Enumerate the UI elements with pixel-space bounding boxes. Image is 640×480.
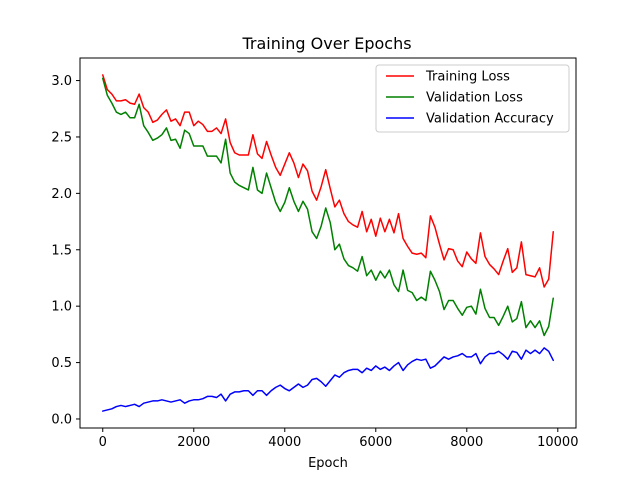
series-line-validation-accuracy [102,347,554,412]
series-layer [102,74,554,412]
y-tick-label: 2.0 [51,187,72,202]
legend-label-validation-loss: Validation Loss [426,91,523,106]
x-tick-label: 0 [99,435,107,450]
chart-title: Training Over Epochs [241,34,411,53]
x-tick-label: 2000 [177,435,210,450]
plot-area-frame [79,57,577,429]
x-tick-label: 4000 [268,435,301,450]
y-tick-label: 1.0 [51,300,72,315]
legend-label-training-loss: Training Loss [425,70,510,85]
x-tick-label: 8000 [450,435,483,450]
legend-label-validation-accuracy: Validation Accuracy [426,112,554,127]
series-line-validation-loss [102,77,554,337]
y-axis-ticks: 0.0 0.5 1.0 1.5 2.0 2.5 3.0 [51,74,80,427]
y-tick-label: 3.0 [51,74,72,89]
y-tick-label: 0.0 [51,412,72,427]
x-tick-label: 10000 [537,435,578,450]
y-tick-label: 1.5 [51,243,72,258]
legend-box [375,64,570,133]
y-tick-label: 0.5 [51,356,72,371]
x-axis-ticks: 0 2000 4000 6000 8000 10000 [99,428,578,450]
y-tick-label: 2.5 [51,130,72,145]
legend: Training Loss Validation Loss Validation A… [375,64,570,133]
x-tick-label: 6000 [359,435,392,450]
series-line-training-loss [102,74,554,288]
x-axis-title: Epoch [308,456,348,471]
